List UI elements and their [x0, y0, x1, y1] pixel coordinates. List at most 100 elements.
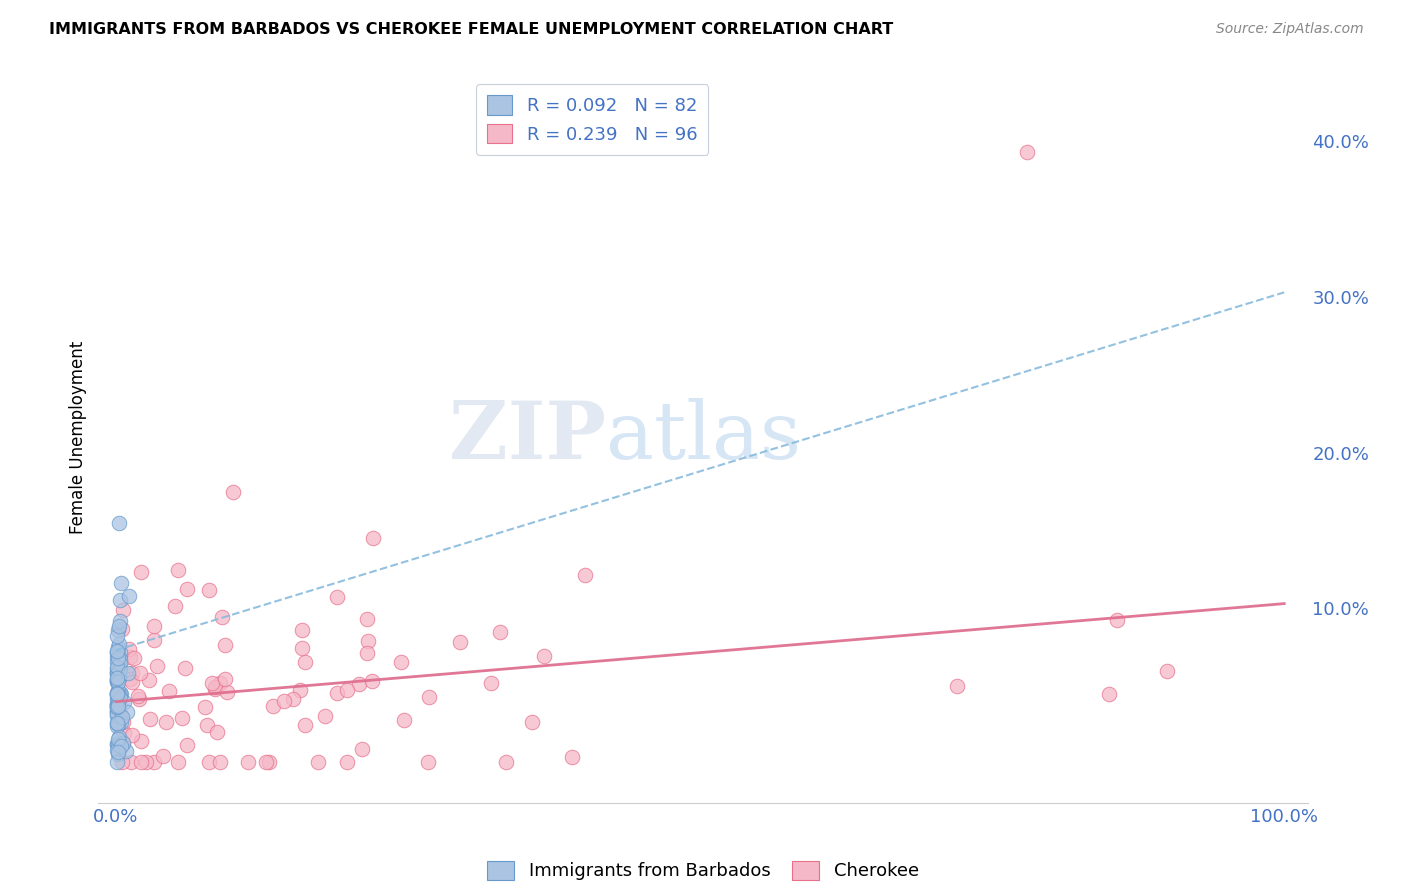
- Point: [107, 640, 129, 655]
- Point: [107, 655, 129, 669]
- Point: [108, 637, 131, 651]
- Point: [107, 732, 129, 747]
- Point: [122, 650, 145, 665]
- Point: [347, 677, 370, 691]
- Point: [152, 749, 174, 764]
- Point: [105, 709, 128, 723]
- Point: [105, 705, 128, 719]
- Point: [105, 737, 128, 751]
- Point: [105, 665, 128, 679]
- Point: [533, 648, 555, 663]
- Point: [105, 686, 128, 700]
- Point: [105, 674, 128, 689]
- Point: [105, 651, 128, 665]
- Text: IMMIGRANTS FROM BARBADOS VS CHEROKEE FEMALE UNEMPLOYMENT CORRELATION CHART: IMMIGRANTS FROM BARBADOS VS CHEROKEE FEM…: [49, 22, 893, 37]
- Point: [105, 667, 128, 681]
- Point: [262, 699, 284, 714]
- Point: [107, 665, 129, 680]
- Point: [121, 666, 143, 681]
- Point: [111, 603, 134, 617]
- Point: [105, 697, 128, 711]
- Point: [107, 716, 129, 731]
- Point: [107, 687, 129, 701]
- Point: [117, 666, 139, 681]
- Point: [115, 705, 138, 719]
- Point: [254, 756, 277, 770]
- Point: [215, 684, 238, 698]
- Point: [195, 718, 218, 732]
- Point: [110, 661, 132, 675]
- Point: [108, 671, 131, 685]
- Point: [108, 516, 131, 530]
- Point: [139, 712, 162, 726]
- Point: [1156, 664, 1178, 678]
- Point: [561, 750, 583, 764]
- Point: [107, 700, 129, 714]
- Point: [418, 690, 440, 705]
- Text: Source: ZipAtlas.com: Source: ZipAtlas.com: [1216, 22, 1364, 37]
- Point: [110, 715, 132, 730]
- Point: [105, 687, 128, 701]
- Point: [105, 705, 128, 719]
- Point: [325, 685, 347, 699]
- Point: [111, 736, 134, 750]
- Point: [392, 714, 415, 728]
- Point: [105, 686, 128, 700]
- Point: [108, 691, 131, 706]
- Point: [107, 651, 129, 665]
- Point: [111, 710, 134, 724]
- Point: [283, 691, 305, 706]
- Point: [336, 683, 359, 698]
- Point: [107, 670, 129, 684]
- Point: [110, 576, 132, 591]
- Point: [356, 646, 378, 660]
- Y-axis label: Female Unemployment: Female Unemployment: [69, 341, 87, 533]
- Point: [488, 624, 510, 639]
- Point: [389, 655, 412, 669]
- Point: [105, 698, 128, 712]
- Point: [209, 756, 232, 770]
- Point: [107, 747, 129, 761]
- Point: [163, 599, 186, 613]
- Point: [204, 680, 226, 694]
- Point: [105, 687, 128, 701]
- Point: [111, 715, 134, 730]
- Point: [135, 756, 157, 770]
- Point: [350, 741, 373, 756]
- Point: [128, 691, 150, 706]
- Point: [176, 582, 198, 596]
- Point: [294, 655, 316, 669]
- Point: [479, 676, 502, 690]
- Point: [105, 718, 128, 732]
- Point: [273, 694, 295, 708]
- Point: [105, 645, 128, 659]
- Point: [107, 664, 129, 678]
- Point: [105, 699, 128, 714]
- Point: [110, 651, 132, 665]
- Point: [360, 673, 382, 688]
- Point: [291, 640, 314, 655]
- Point: [108, 707, 131, 722]
- Point: [357, 634, 380, 648]
- Point: [107, 658, 129, 673]
- Point: [105, 665, 128, 680]
- Point: [1107, 613, 1129, 627]
- Point: [176, 738, 198, 752]
- Point: [336, 756, 359, 770]
- Point: [105, 692, 128, 706]
- Point: [143, 756, 166, 770]
- Point: [107, 739, 129, 753]
- Point: [198, 583, 221, 598]
- Point: [110, 687, 132, 701]
- Point: [157, 683, 180, 698]
- Point: [105, 755, 128, 769]
- Point: [105, 698, 128, 712]
- Point: [107, 745, 129, 759]
- Point: [120, 756, 142, 770]
- Point: [214, 672, 236, 686]
- Point: [105, 737, 128, 751]
- Point: [108, 686, 131, 700]
- Point: [222, 484, 245, 499]
- Point: [416, 756, 439, 770]
- Point: [105, 660, 128, 674]
